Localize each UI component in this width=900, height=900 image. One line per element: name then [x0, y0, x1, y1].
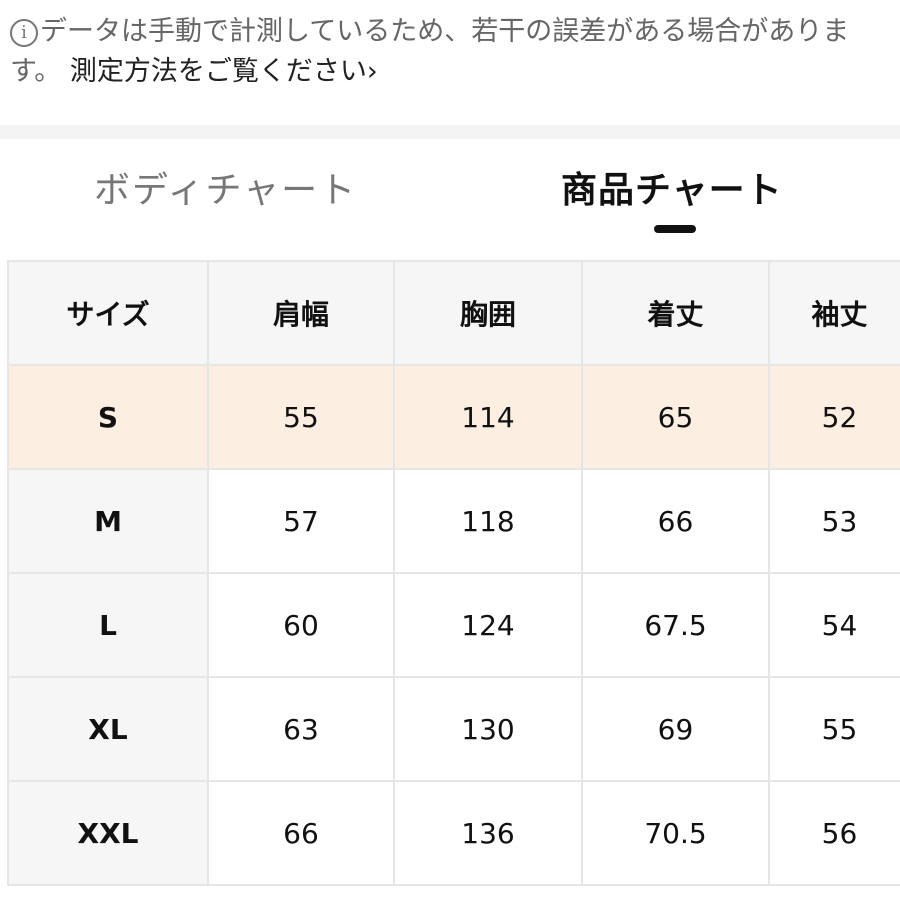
table-row: S 55 114 65 52 [8, 365, 900, 470]
notice-text: データは手動で計測しているため、若干の誤差がある場合がありま す。 [10, 16, 850, 87]
table-header-row: サイズ 肩幅 胸囲 着丈 袖丈 [8, 261, 900, 366]
measurement-method-label: 測定方法をご覧ください [69, 56, 367, 87]
measurement-method-link[interactable]: 測定方法をご覧ください› [70, 56, 378, 87]
table-row: XXL 66 136 70.5 56 [8, 781, 900, 886]
chest-cell: 118 [394, 469, 583, 574]
shoulder-cell: 66 [208, 781, 395, 886]
header-chest: 胸囲 [394, 261, 583, 366]
sleeve-cell: 52 [769, 365, 900, 470]
length-cell: 66 [582, 469, 770, 574]
chest-cell: 114 [394, 365, 583, 470]
chest-cell: 136 [394, 781, 583, 886]
section-divider [0, 125, 900, 139]
size-cell: XXL [8, 781, 209, 886]
size-table: サイズ 肩幅 胸囲 着丈 袖丈 S 55 114 65 52 M 57 118 … [7, 260, 900, 886]
length-cell: 67.5 [582, 573, 770, 678]
length-cell: 65 [582, 365, 770, 470]
shoulder-cell: 57 [208, 469, 395, 574]
chevron-right-icon: › [366, 56, 378, 87]
length-cell: 70.5 [582, 781, 770, 886]
sleeve-cell: 54 [769, 573, 900, 678]
size-cell: S [8, 365, 209, 470]
shoulder-cell: 63 [208, 677, 395, 782]
size-cell: XL [8, 677, 209, 782]
active-tab-indicator [654, 225, 696, 233]
length-cell: 69 [582, 677, 770, 782]
chest-cell: 124 [394, 573, 583, 678]
size-cell: M [8, 469, 209, 574]
sleeve-cell: 55 [769, 677, 900, 782]
sleeve-cell: 56 [769, 781, 900, 886]
shoulder-cell: 60 [208, 573, 395, 678]
header-shoulder-width: 肩幅 [208, 261, 395, 366]
sleeve-cell: 53 [769, 469, 900, 574]
table-row: XL 63 130 69 55 [8, 677, 900, 782]
table-row: M 57 118 66 53 [8, 469, 900, 574]
shoulder-cell: 55 [208, 365, 395, 470]
tab-product-chart[interactable]: 商品チャート [561, 170, 783, 211]
info-icon: i [10, 19, 38, 47]
tab-body-chart[interactable]: ボディチャート [94, 170, 358, 211]
measurement-notice: i データは手動で計測しているため、若干の誤差がある場合がありま す。 測定方法を… [10, 12, 900, 92]
header-sleeve-length: 袖丈 [769, 261, 900, 366]
chart-tabs: ボディチャート 商品チャート [0, 139, 900, 257]
header-size: サイズ [8, 261, 209, 366]
table-row: L 60 124 67.5 54 [8, 573, 900, 678]
header-length: 着丈 [582, 261, 770, 366]
chest-cell: 130 [394, 677, 583, 782]
size-cell: L [8, 573, 209, 678]
